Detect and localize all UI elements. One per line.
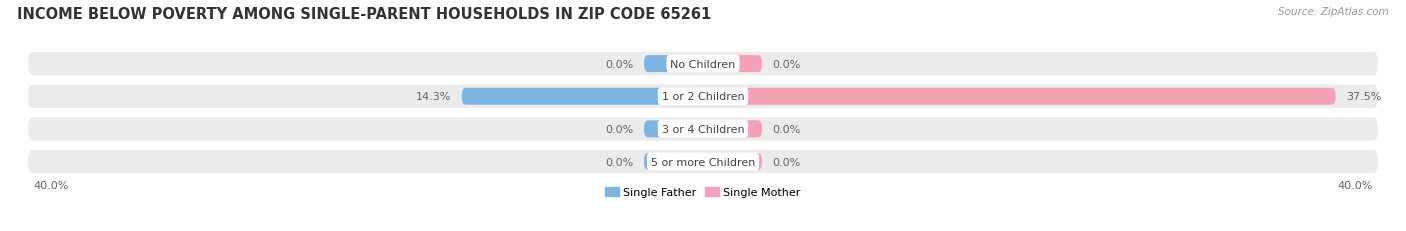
Text: 1 or 2 Children: 1 or 2 Children: [662, 92, 744, 102]
FancyBboxPatch shape: [28, 85, 1378, 109]
FancyBboxPatch shape: [703, 153, 762, 170]
Text: 0.0%: 0.0%: [772, 59, 800, 69]
FancyBboxPatch shape: [28, 118, 1378, 141]
Text: 0.0%: 0.0%: [606, 157, 634, 167]
Text: No Children: No Children: [671, 59, 735, 69]
FancyBboxPatch shape: [28, 53, 1378, 76]
FancyBboxPatch shape: [703, 56, 762, 73]
FancyBboxPatch shape: [461, 88, 703, 105]
Text: 14.3%: 14.3%: [416, 92, 451, 102]
Text: 40.0%: 40.0%: [34, 180, 69, 190]
Text: 37.5%: 37.5%: [1346, 92, 1381, 102]
Text: 5 or more Children: 5 or more Children: [651, 157, 755, 167]
Text: 3 or 4 Children: 3 or 4 Children: [662, 124, 744, 134]
FancyBboxPatch shape: [703, 88, 1336, 105]
Text: 40.0%: 40.0%: [1337, 180, 1372, 190]
FancyBboxPatch shape: [644, 121, 703, 138]
Text: INCOME BELOW POVERTY AMONG SINGLE-PARENT HOUSEHOLDS IN ZIP CODE 65261: INCOME BELOW POVERTY AMONG SINGLE-PARENT…: [17, 7, 711, 22]
FancyBboxPatch shape: [28, 150, 1378, 173]
FancyBboxPatch shape: [644, 56, 703, 73]
Text: 0.0%: 0.0%: [606, 124, 634, 134]
Text: Source: ZipAtlas.com: Source: ZipAtlas.com: [1278, 7, 1389, 17]
FancyBboxPatch shape: [644, 153, 703, 170]
FancyBboxPatch shape: [703, 121, 762, 138]
Text: 0.0%: 0.0%: [772, 124, 800, 134]
Text: 0.0%: 0.0%: [606, 59, 634, 69]
Legend: Single Father, Single Mother: Single Father, Single Mother: [600, 182, 806, 202]
Text: 0.0%: 0.0%: [772, 157, 800, 167]
